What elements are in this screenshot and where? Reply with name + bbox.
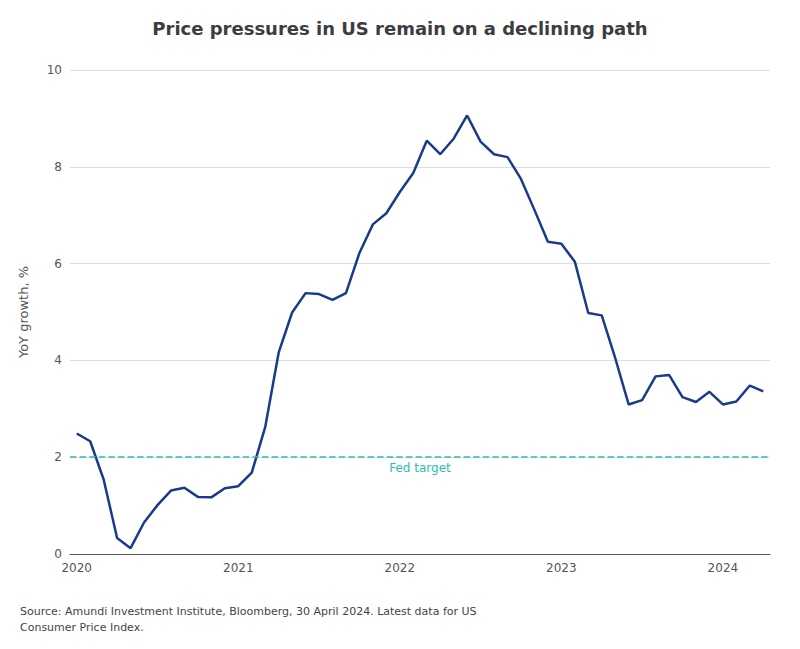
svg-text:YoY growth, %: YoY growth, % [16, 266, 31, 359]
svg-text:4: 4 [54, 353, 62, 367]
svg-text:2020: 2020 [61, 561, 92, 575]
svg-text:2022: 2022 [385, 561, 416, 575]
svg-text:Fed target: Fed target [389, 461, 451, 475]
svg-text:8: 8 [54, 160, 62, 174]
svg-text:2021: 2021 [223, 561, 254, 575]
svg-text:Source: Amundi Investment Inst: Source: Amundi Investment Institute, Blo… [20, 605, 477, 618]
svg-text:2: 2 [54, 450, 62, 464]
svg-text:10: 10 [47, 63, 62, 77]
svg-text:0: 0 [54, 547, 62, 561]
svg-text:Price pressures in US remain o: Price pressures in US remain on a declin… [152, 18, 647, 39]
svg-text:Consumer Price Index.: Consumer Price Index. [20, 621, 144, 634]
svg-text:2023: 2023 [546, 561, 577, 575]
svg-text:2024: 2024 [708, 561, 739, 575]
svg-text:6: 6 [54, 257, 62, 271]
